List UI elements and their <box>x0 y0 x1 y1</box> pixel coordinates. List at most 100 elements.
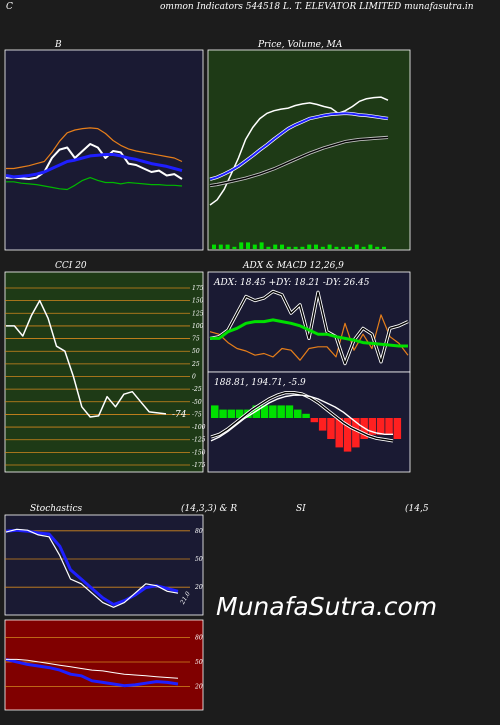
cci-tick-label: -100 <box>192 424 206 431</box>
volume-bar-22 <box>354 244 359 249</box>
bollinger-series-2 <box>5 153 183 179</box>
stochastics-tick-label: 50 <box>195 556 203 563</box>
adx-line <box>210 318 408 348</box>
macd-hist-bar-4 <box>235 409 244 418</box>
volume-bar-12 <box>286 246 291 249</box>
panel-labels: B Price, Volume, MA CCI 20 175 150 125 100 75 50… <box>30 40 429 691</box>
bollinger-series-3 <box>6 127 183 170</box>
cci-tick-label: 25 <box>191 361 200 368</box>
volume-bar-11 <box>280 244 284 249</box>
macd-readout: 188.81, 194.71, -5.9 <box>214 378 306 388</box>
volume-bar-23 <box>361 246 366 249</box>
volume-bar-21 <box>348 246 352 249</box>
macd-hist-bar-8 <box>269 405 277 418</box>
rsi-line <box>5 657 179 688</box>
macd-line <box>210 394 393 442</box>
volume-bar-2 <box>218 244 223 249</box>
header-left-label: C <box>6 2 13 12</box>
macd-hist-bar-13 <box>310 418 319 423</box>
volume-bar-14 <box>300 246 305 249</box>
volume-bar-5 <box>239 242 244 249</box>
volume-bar-7 <box>252 244 257 249</box>
cci-last-label: -74 <box>172 410 187 420</box>
bollinger-series-1 <box>6 143 183 180</box>
volume-bar-25 <box>375 246 380 249</box>
volume-bar-20 <box>341 246 346 249</box>
volume-bar-8 <box>259 242 264 249</box>
macd-hist-bar-23 <box>393 418 402 439</box>
bollinger-panel <box>4 49 204 251</box>
macd-panel <box>207 371 411 473</box>
adx-panel <box>207 271 411 373</box>
volume-bar-18 <box>327 244 332 249</box>
series-lines <box>5 96 409 688</box>
rsi-tick-label: 80 <box>195 634 203 641</box>
adx-readout: ADX: 18.45 +DY: 18.21 -DY: 26.45 <box>213 278 370 288</box>
macd-hist-bar-15 <box>327 418 335 439</box>
rsi-title: SI <box>296 504 306 514</box>
macd-hist-bar-2 <box>219 409 227 418</box>
stochastics-params: (14,3,3) & R <box>181 503 237 514</box>
macd-signal-inner <box>210 391 394 442</box>
macd-hist-bar-3 <box>227 409 236 418</box>
bollinger-title: B <box>54 40 62 50</box>
cci-tick-label: 100 <box>192 323 204 330</box>
cci-tick-label: -125 <box>192 437 206 444</box>
macd-hist-bar-16 <box>335 418 343 448</box>
adx-minus-di <box>209 314 409 361</box>
ma-short <box>209 112 389 181</box>
macd-hist-bar-21 <box>377 418 385 435</box>
cci-title: CCI 20 <box>55 261 87 271</box>
price-ma-title: Price, Volume, MA <box>257 40 343 50</box>
price-ma-panel <box>207 49 411 251</box>
stochastics-tick-label: 20 <box>194 584 203 591</box>
volume-bar-13 <box>293 246 298 249</box>
stochastics-d <box>5 528 179 606</box>
cci-tick-label: -75 <box>192 411 202 418</box>
volume-bar-3 <box>225 244 230 249</box>
cci-tick-label: 125 <box>192 310 204 317</box>
volume-bar-17 <box>320 246 325 249</box>
page-title: ommon Indicators 544518 L. T. ELEVATOR L… <box>160 2 474 12</box>
adx-title: ADX & MACD 12,26,9 <box>242 261 344 271</box>
cci-tick-label: 150 <box>192 298 204 305</box>
volume-bar-19 <box>334 246 339 249</box>
volume-bar-10 <box>273 244 278 249</box>
macd-hist-bar-1 <box>211 405 219 418</box>
macd-hist-bar-14 <box>318 418 327 431</box>
macd-hist-bar-12 <box>302 413 310 418</box>
cci-tick-label: -150 <box>192 449 206 456</box>
volume-bar-9 <box>266 246 271 249</box>
watermark: MunafaSutra.com <box>216 592 437 621</box>
cci-tick-label: 75 <box>192 336 200 343</box>
stochastics-k <box>5 528 179 608</box>
stochastics-tick-label: 80 <box>195 528 203 535</box>
cci-tick-label: 175 <box>192 285 204 292</box>
macd-hist-bar-22 <box>385 418 393 435</box>
macd-hist-bar-10 <box>285 405 294 418</box>
macd-hist-bar-18 <box>352 418 360 448</box>
volume-bar-1 <box>212 244 216 249</box>
macd-hist-bar-20 <box>368 418 377 435</box>
cci-tick-label: 50 <box>192 348 200 355</box>
rsi-tick-label: 50 <box>195 659 203 666</box>
rsi-average <box>6 658 179 679</box>
stochastics-title: Stochastics <box>30 504 83 514</box>
bollinger-series-4 <box>6 177 183 191</box>
cci-panel <box>4 271 204 473</box>
price-series <box>209 96 389 206</box>
volume-bar-24 <box>368 244 373 249</box>
macd-hist-bar-11 <box>294 409 302 418</box>
panel-grids <box>5 287 190 687</box>
ma-long-inner <box>209 136 389 187</box>
volume-bar-16 <box>314 244 318 249</box>
macd-hist-bar-9 <box>277 405 285 418</box>
rsi-params: (14,5 <box>405 503 429 514</box>
rsi-tick-label: 20 <box>194 684 203 691</box>
volume-bar-15 <box>307 244 312 249</box>
cci-series <box>6 299 167 418</box>
cci-tick-label: -175 <box>192 462 206 469</box>
cci-tick-label: 0 <box>192 374 196 381</box>
macd-hist-bar-17 <box>343 418 352 452</box>
